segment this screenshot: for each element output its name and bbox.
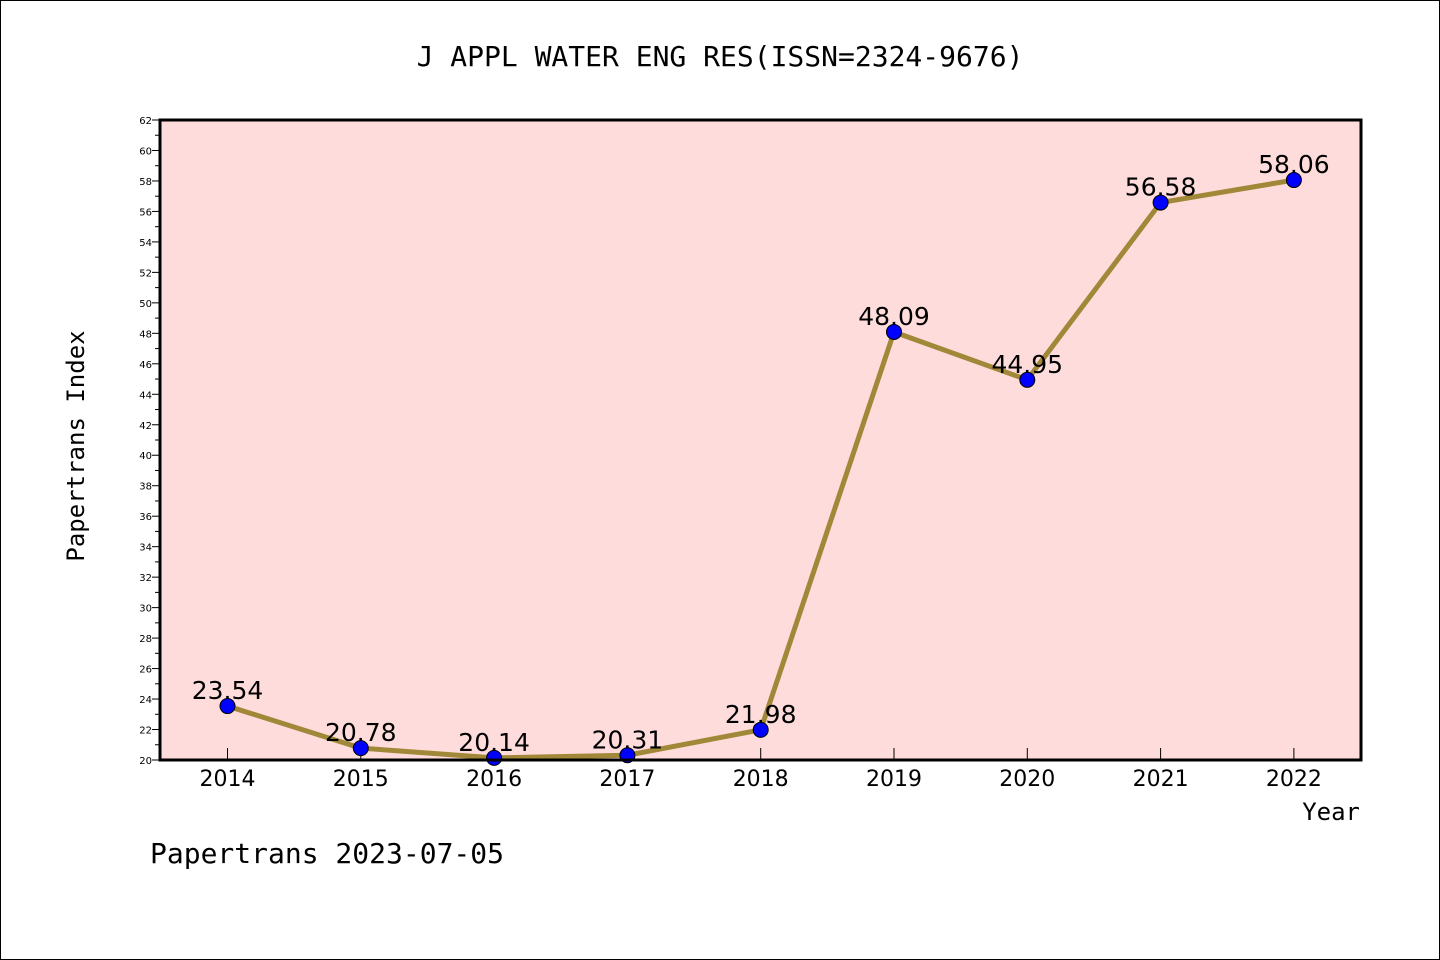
y-tick-label: 42 [139, 421, 152, 432]
x-tick-label: 2018 [733, 767, 789, 792]
y-tick-label: 28 [139, 634, 152, 645]
y-tick-label: 20 [139, 756, 152, 767]
y-tick-label: 40 [139, 451, 152, 462]
y-tick-label: 22 [139, 726, 152, 737]
y-tick-label: 48 [139, 329, 152, 340]
data-point [886, 323, 902, 340]
y-tick-label: 60 [139, 146, 152, 157]
x-tick-label: 2020 [999, 767, 1055, 792]
y-tick-label: 30 [139, 604, 152, 615]
data-label: 21.98 [725, 700, 797, 729]
data-labels: 23.54 20.78 20.14 20.31 21.98 48.09 44.95 56.58… [192, 150, 1330, 757]
y-tick-label: 36 [139, 512, 152, 523]
x-tick-label: 2015 [333, 767, 389, 792]
y-axis: 20 22 24 26 28 30 32 34 36 38 40 42 44 46 48 50 52 54 56 58… [139, 116, 160, 767]
x-tick-label: 2014 [200, 767, 256, 792]
y-tick-label: 62 [139, 116, 152, 127]
y-tick-label: 56 [139, 207, 152, 218]
data-point [752, 721, 769, 738]
footer-text: Papertrans 2023-07-05 [150, 837, 504, 870]
y-tick-label: 34 [139, 543, 152, 554]
data-label: 20.31 [592, 725, 664, 754]
y-tick-label: 38 [139, 482, 152, 493]
data-point [1152, 194, 1169, 211]
data-label: 58.06 [1258, 150, 1330, 179]
y-tick-label: 46 [139, 360, 152, 371]
data-point [486, 749, 503, 766]
x-tick-label: 2016 [466, 767, 522, 792]
data-label: 44.95 [992, 350, 1064, 379]
y-axis-label: Papertrans Index [62, 330, 90, 561]
y-tick-label: 32 [139, 573, 152, 584]
data-label: 48.09 [858, 302, 930, 331]
y-tick-label: 52 [139, 268, 152, 279]
data-label: 56.58 [1125, 173, 1197, 202]
x-tick-label: 2017 [599, 767, 655, 792]
y-tick-label: 44 [139, 390, 152, 401]
x-axis: 2014 2015 2016 2017 2018 2019 2020 2021 2022 [200, 748, 1322, 792]
y-tick-label: 54 [139, 238, 152, 249]
data-label: 20.78 [325, 718, 397, 747]
chart-title: J APPL WATER ENG RES(ISSN=2324-9676) [417, 40, 1024, 73]
y-tick-label: 58 [139, 177, 152, 188]
x-tick-label: 2021 [1133, 767, 1189, 792]
x-tick-label: 2022 [1266, 767, 1322, 792]
y-tick-label: 24 [139, 695, 152, 706]
data-label: 20.14 [458, 728, 530, 757]
plot-border [158, 118, 1363, 762]
y-tick-label: 50 [139, 299, 152, 310]
data-point [352, 740, 369, 757]
data-label: 23.54 [192, 676, 264, 705]
x-axis-label: Year [1302, 798, 1360, 826]
data-point [1019, 371, 1036, 388]
data-point [1285, 172, 1302, 189]
plot-area [160, 120, 1361, 760]
y-tick-label: 26 [139, 665, 152, 676]
x-tick-label: 2019 [866, 767, 922, 792]
data-point [219, 698, 236, 715]
